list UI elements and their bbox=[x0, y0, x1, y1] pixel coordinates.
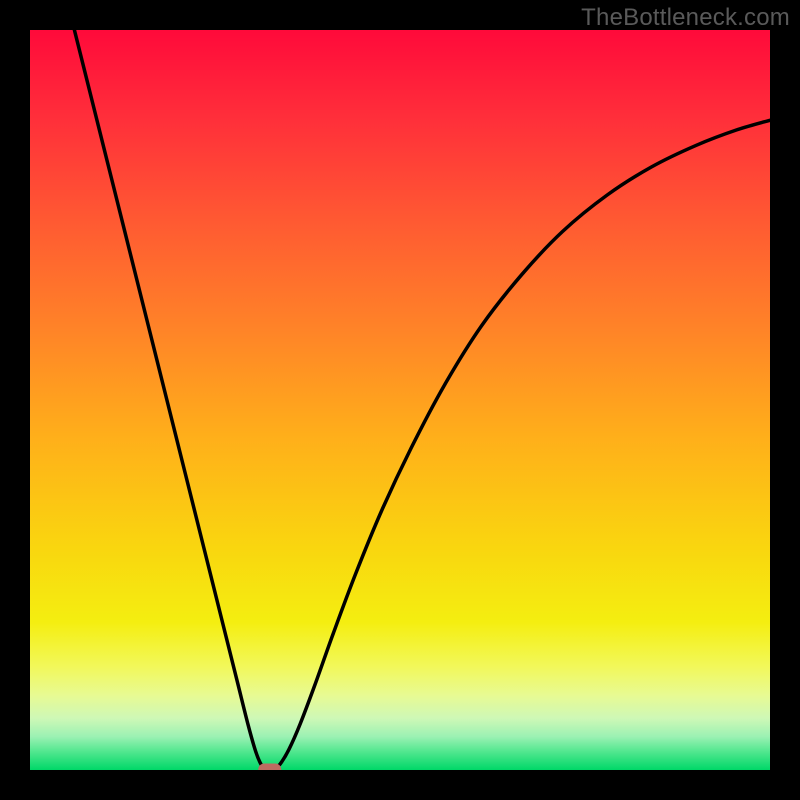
chart-container: TheBottleneck.com bbox=[0, 0, 800, 800]
plot-svg bbox=[30, 30, 770, 770]
watermark-text: TheBottleneck.com bbox=[581, 4, 790, 32]
plot-area bbox=[30, 30, 770, 770]
min-marker bbox=[258, 764, 281, 771]
gradient-background bbox=[30, 30, 770, 770]
